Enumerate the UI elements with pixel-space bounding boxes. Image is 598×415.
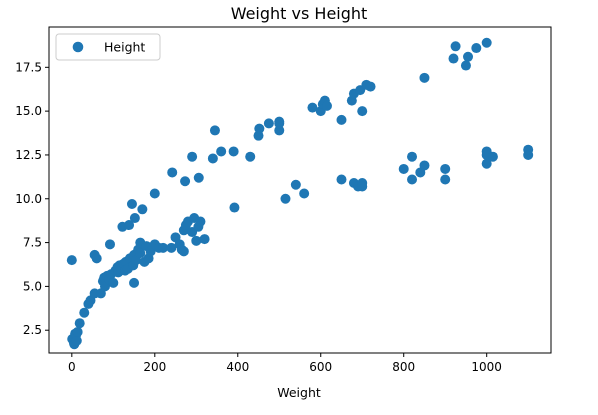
data-point: [407, 151, 418, 162]
data-point: [195, 216, 206, 227]
data-point: [321, 100, 332, 111]
data-point: [104, 239, 115, 250]
data-point: [419, 160, 430, 171]
data-point: [450, 41, 461, 52]
data-point: [357, 106, 368, 117]
data-point: [290, 179, 301, 190]
data-point: [108, 277, 119, 288]
data-point: [149, 188, 160, 199]
data-point: [166, 242, 177, 253]
data-point: [207, 153, 218, 164]
legend: Height: [55, 33, 161, 61]
data-point: [129, 277, 140, 288]
x-tick-label: 0: [68, 360, 76, 374]
data-point: [440, 163, 451, 174]
data-point: [228, 146, 239, 157]
y-axis-ticks: 2.5 5.0 7.5 10.0 12.5 15.0 17.5: [15, 60, 49, 337]
data-point: [199, 234, 210, 245]
data-point: [365, 81, 376, 92]
y-tick-label: 15.0: [15, 104, 42, 118]
data-point: [245, 151, 256, 162]
data-point: [254, 123, 265, 134]
data-point: [398, 163, 409, 174]
data-point: [487, 151, 498, 162]
y-tick-label: 10.0: [15, 192, 42, 206]
data-point: [440, 174, 451, 185]
data-point: [193, 172, 204, 183]
y-tick-label: 7.5: [23, 236, 42, 250]
data-point: [91, 253, 102, 264]
data-point: [137, 204, 148, 215]
data-point: [336, 174, 347, 185]
data-point: [180, 176, 191, 187]
data-point: [74, 318, 85, 329]
data-point: [463, 51, 474, 62]
data-point: [79, 307, 90, 318]
y-tick-label: 2.5: [23, 323, 42, 337]
legend-label-height: Height: [104, 40, 145, 55]
data-point: [407, 174, 418, 185]
x-tick-label: 1000: [471, 360, 502, 374]
data-point: [124, 220, 135, 231]
data-point: [523, 144, 534, 155]
data-point: [419, 72, 430, 83]
data-point: [460, 60, 471, 71]
data-point: [135, 248, 146, 259]
data-point: [357, 181, 368, 192]
legend-box: [55, 33, 161, 61]
points-layer: [66, 37, 534, 350]
y-tick-label: 17.5: [15, 60, 42, 74]
data-point: [307, 102, 318, 113]
data-point: [71, 335, 82, 346]
data-point: [280, 193, 291, 204]
x-tick-label: 200: [143, 360, 166, 374]
data-point: [481, 158, 492, 169]
x-tick-label: 600: [309, 360, 332, 374]
data-point: [178, 246, 189, 257]
data-point: [167, 167, 178, 178]
data-point: [274, 125, 285, 136]
data-point: [471, 43, 482, 54]
data-point: [72, 326, 83, 337]
data-point: [263, 118, 274, 129]
x-axis-label: Weight: [277, 385, 321, 400]
data-point: [191, 235, 202, 246]
data-point: [129, 213, 140, 224]
legend-marker-height: [72, 41, 84, 53]
data-point: [448, 53, 459, 64]
plot-frame: [48, 26, 552, 354]
y-tick-label: 5.0: [23, 279, 42, 293]
data-point: [336, 114, 347, 125]
data-point: [158, 242, 169, 253]
data-point: [481, 37, 492, 48]
data-point: [274, 118, 285, 129]
chart-title: Weight vs Height: [231, 4, 368, 23]
data-point: [209, 125, 220, 136]
data-point: [299, 188, 310, 199]
x-tick-label: 800: [392, 360, 415, 374]
x-axis-ticks: 0 200 400 600 800 1000: [68, 353, 502, 374]
y-tick-label: 12.5: [15, 148, 42, 162]
x-tick-label: 400: [226, 360, 249, 374]
data-point: [126, 199, 137, 210]
data-point: [187, 151, 198, 162]
data-point: [216, 146, 227, 157]
data-point: [229, 202, 240, 213]
data-point: [66, 255, 77, 266]
